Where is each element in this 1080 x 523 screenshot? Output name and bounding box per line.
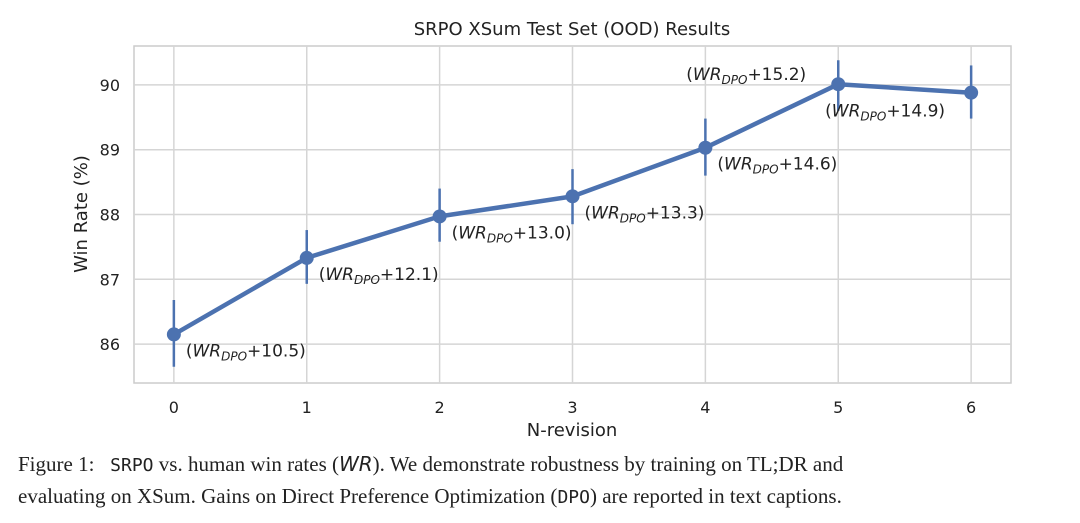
data-point	[698, 140, 713, 155]
y-axis-label: Win Rate (%)	[71, 155, 92, 273]
figure-label: Figure 1:	[18, 452, 95, 476]
dpo-name: DPO	[557, 487, 590, 508]
caption-text-3: evaluating on XSum. Gains on Direct Pref…	[18, 484, 558, 508]
data-point	[299, 250, 314, 265]
y-tick-labels: 86 87 88 89 90	[100, 76, 120, 354]
y-tick-label: 88	[100, 206, 120, 225]
x-tick-label: 1	[302, 398, 312, 417]
data-label: (WRDPO+10.5)	[186, 341, 306, 363]
data-point	[964, 85, 979, 100]
x-tick-label: 5	[833, 398, 843, 417]
data-labels: (WRDPO+10.5) (WRDPO+12.1) (WRDPO+13.0) (WRD…	[186, 65, 945, 363]
data-label: (WRDPO+15.2)	[686, 65, 806, 87]
data-label: (WRDPO+14.9)	[825, 102, 945, 124]
caption-line-2: evaluating on XSum. Gains on Direct Pref…	[18, 481, 1068, 513]
x-tick-label: 6	[966, 398, 976, 417]
method-name: SRPO	[110, 455, 154, 476]
y-tick-label: 87	[100, 270, 120, 289]
x-tick-label: 4	[700, 398, 710, 417]
y-tick-label: 86	[100, 335, 120, 354]
caption-text-1: vs. human win rates (	[153, 452, 339, 476]
data-point	[166, 327, 181, 342]
wr-symbol: WR	[339, 452, 373, 476]
data-label: (WRDPO+12.1)	[319, 265, 439, 287]
x-tick-label: 3	[567, 398, 577, 417]
data-label: (WRDPO+14.6)	[717, 155, 837, 177]
y-tick-label: 89	[100, 141, 120, 160]
x-tick-labels: 0 1 2 3 4 5 6	[169, 398, 976, 417]
figure-caption: Figure 1: SRPO vs. human win rates (WR).…	[18, 449, 1068, 513]
data-points	[166, 77, 979, 342]
y-tick-label: 90	[100, 76, 120, 95]
caption-text-4: ) are reported in text captions.	[589, 484, 842, 508]
data-label: (WRDPO+13.3)	[585, 203, 705, 225]
x-tick-label: 0	[169, 398, 179, 417]
data-point	[565, 189, 580, 204]
caption-line-1: Figure 1: SRPO vs. human win rates (WR).…	[18, 449, 1068, 481]
data-point	[831, 77, 846, 92]
chart-title: SRPO XSum Test Set (OOD) Results	[414, 19, 731, 40]
data-label: (WRDPO+13.0)	[452, 223, 572, 245]
data-point	[432, 209, 447, 224]
x-tick-label: 2	[435, 398, 445, 417]
x-axis-label: N-revision	[527, 420, 618, 441]
chart: SRPO XSum Test Set (OOD) Results 0 1 2 3 4 5 6…	[71, 19, 1012, 441]
caption-text-2: ). We demonstrate robustness by training…	[372, 452, 844, 476]
